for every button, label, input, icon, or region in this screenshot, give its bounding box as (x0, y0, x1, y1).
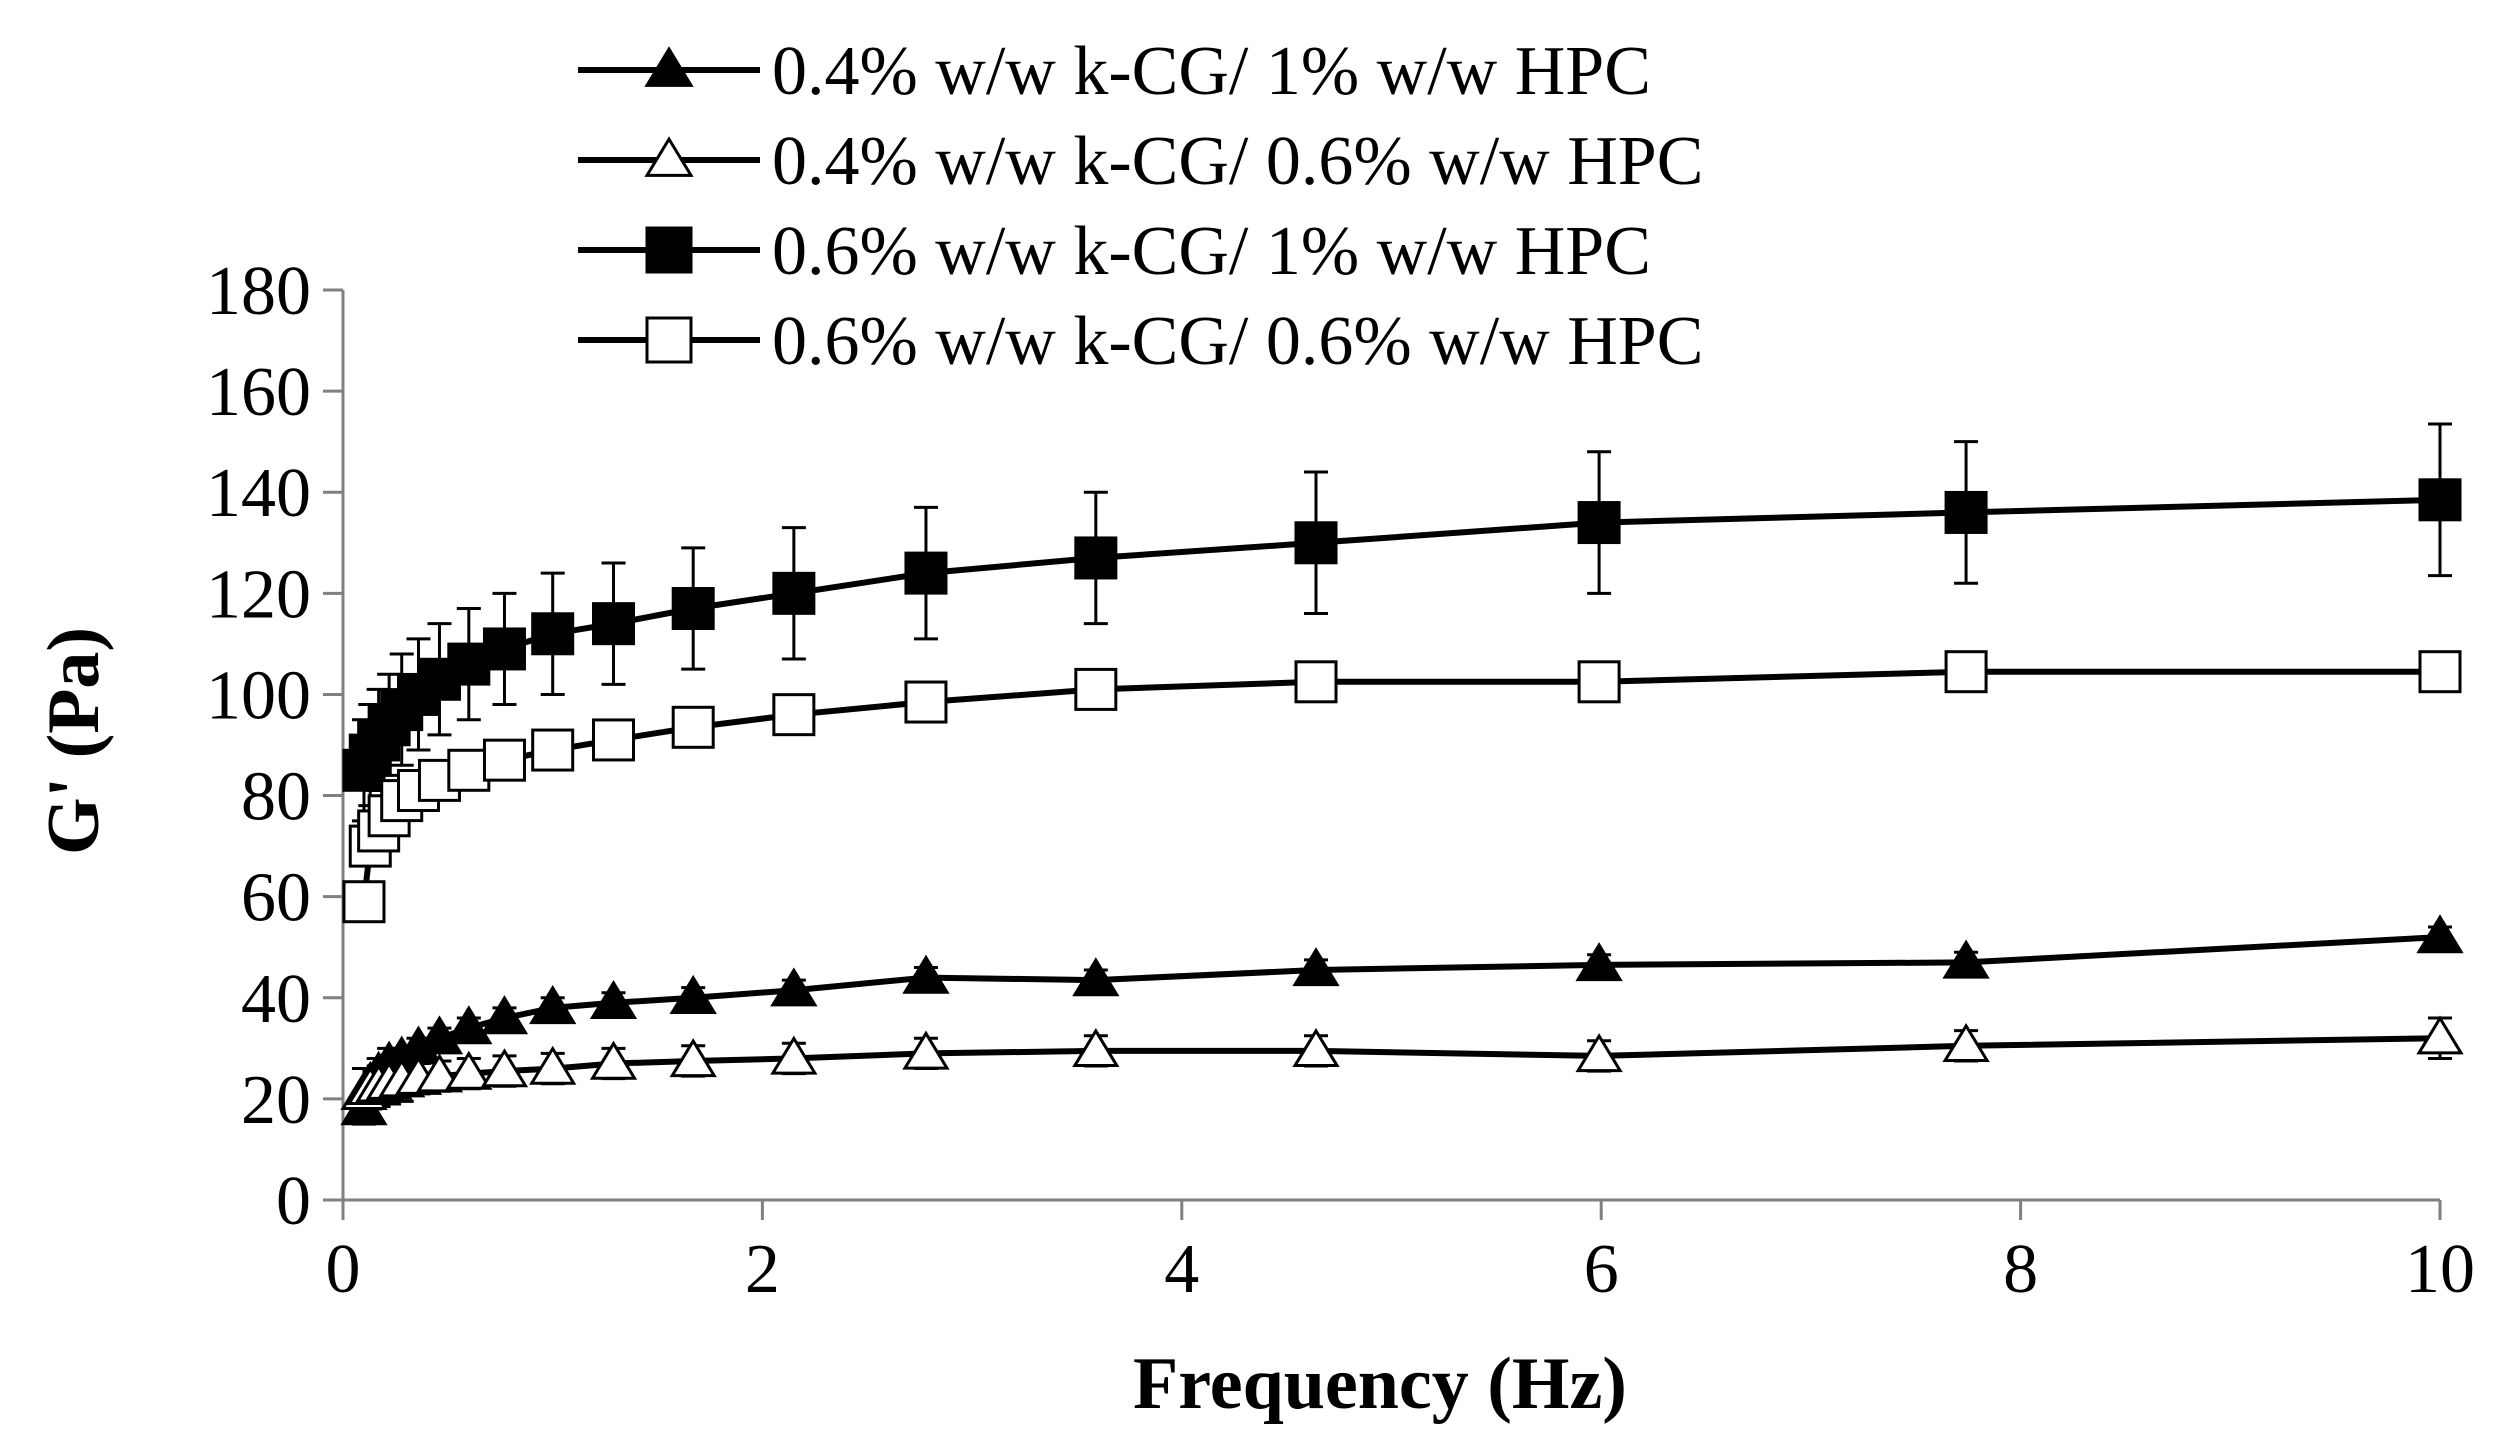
x-tick-label: 10 (2405, 1231, 2475, 1308)
y-tick-label: 40 (241, 961, 311, 1038)
x-tick-label: 4 (1164, 1231, 1199, 1308)
data-point-marker (902, 1030, 950, 1070)
data-point-marker (644, 136, 694, 177)
data-point-marker (1942, 939, 1990, 979)
x-tick-label: 8 (2003, 1231, 2038, 1308)
x-axis-title: Frequency (Hz) (1133, 1343, 1627, 1425)
data-point-marker (644, 46, 694, 87)
data-point-marker (2416, 1015, 2464, 1055)
legend: 0.4% w/w k-CG/ 1% w/w HPC 0.4% w/w k-CG/ … (578, 33, 1703, 380)
data-point-marker (445, 1005, 493, 1045)
data-point-marker (669, 1038, 717, 1078)
y-axis-title: G' (Pa) (33, 627, 115, 855)
data-point-marker (902, 954, 950, 994)
data-point-marker (770, 967, 818, 1007)
data-point-marker (671, 705, 715, 749)
data-point-marker (1072, 957, 1120, 997)
data-point-marker (1575, 942, 1623, 982)
y-tick-label: 60 (241, 860, 311, 937)
data-point-marker (1577, 660, 1621, 704)
data-point-marker (480, 995, 529, 1035)
legend-label: 0.4% w/w k-CG/ 0.6% w/w HPC (772, 123, 1703, 200)
data-point-marker (482, 627, 526, 671)
data-point-marker (589, 1040, 638, 1080)
series-3 (342, 422, 2462, 823)
y-tick-label: 180 (206, 253, 311, 330)
data-point-marker (447, 748, 491, 792)
data-point-marker (592, 718, 636, 762)
data-point-marker (772, 693, 816, 737)
y-tick-label: 100 (206, 657, 311, 734)
y-tick-label: 140 (206, 455, 311, 532)
legend-label: 0.6% w/w k-CG/ 0.6% w/w HPC (772, 303, 1703, 380)
data-point-marker (531, 728, 575, 772)
data-point-marker (592, 602, 636, 646)
axes: 0 20 40 60 80 100 120 140 160 180 0 2 4 6 8 10 (206, 253, 2475, 1308)
data-point-marker (1072, 1028, 1120, 1068)
data-point-marker (482, 738, 526, 782)
data-point-marker (1577, 501, 1621, 545)
legend-item-1: 0.4% w/w k-CG/ 1% w/w HPC (578, 33, 1651, 110)
series-line (362, 1035, 2441, 1097)
data-point-marker (904, 551, 948, 595)
data-point-marker (770, 1035, 818, 1075)
data-point-marker (1292, 947, 1340, 987)
series-line (361, 934, 2441, 1110)
x-tick-label: 0 (326, 1231, 361, 1308)
data-point-marker (342, 880, 386, 924)
series-2 (340, 1015, 2464, 1121)
data-point-marker (1575, 1033, 1623, 1073)
legend-label: 0.4% w/w k-CG/ 1% w/w HPC (772, 33, 1651, 110)
legend-item-2: 0.4% w/w k-CG/ 0.6% w/w HPC (578, 123, 1703, 200)
data-point-marker (2418, 650, 2462, 694)
data-point-marker (1294, 660, 1338, 704)
data-point-marker (445, 1050, 493, 1090)
data-point-marker (1944, 490, 1988, 534)
data-point-marker (1942, 1022, 1990, 1063)
data-point-marker (2418, 478, 2462, 522)
legend-item-4: 0.6% w/w k-CG/ 0.6% w/w HPC (578, 303, 1703, 380)
plot-area (340, 422, 2464, 1126)
x-tick-label: 2 (745, 1231, 780, 1308)
data-point-marker (531, 612, 575, 656)
data-point-marker (669, 974, 717, 1014)
y-tick-label: 80 (241, 759, 311, 836)
data-point-marker (1292, 1028, 1340, 1068)
legend-item-3: 0.6% w/w k-CG/ 1% w/w HPC (578, 213, 1651, 290)
data-point-marker (645, 316, 693, 364)
data-point-marker (904, 680, 948, 724)
data-point-marker (1294, 521, 1338, 565)
x-tick-label: 6 (1584, 1231, 1619, 1308)
y-tick-label: 120 (206, 556, 311, 633)
data-point-marker (645, 226, 693, 274)
data-point-marker (2416, 914, 2464, 954)
legend-label: 0.6% w/w k-CG/ 1% w/w HPC (772, 213, 1651, 290)
y-tick-label: 0 (276, 1163, 311, 1240)
data-point-marker (589, 979, 638, 1020)
data-point-marker (529, 1045, 577, 1085)
data-point-marker (772, 571, 816, 615)
data-point-marker (1944, 650, 1988, 694)
data-point-marker (480, 1048, 529, 1088)
series-1 (340, 914, 2464, 1126)
data-point-marker (529, 985, 577, 1025)
series-4 (342, 650, 2462, 924)
data-point-marker (1074, 667, 1118, 711)
data-point-marker (447, 642, 491, 686)
y-tick-label: 20 (241, 1062, 311, 1139)
data-point-marker (1074, 536, 1118, 580)
y-tick-label: 160 (206, 354, 311, 431)
data-point-marker (671, 587, 715, 630)
